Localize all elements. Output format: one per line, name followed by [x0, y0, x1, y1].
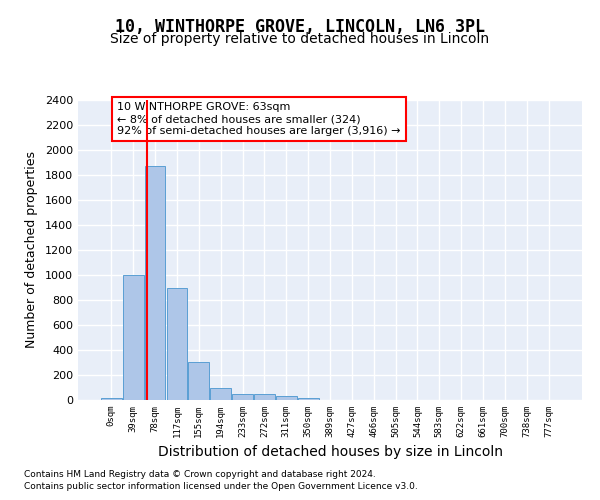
- Text: Contains public sector information licensed under the Open Government Licence v3: Contains public sector information licen…: [24, 482, 418, 491]
- Y-axis label: Number of detached properties: Number of detached properties: [25, 152, 38, 348]
- X-axis label: Distribution of detached houses by size in Lincoln: Distribution of detached houses by size …: [157, 446, 503, 460]
- Bar: [298, 398, 319, 400]
- Text: 10, WINTHORPE GROVE, LINCOLN, LN6 3PL: 10, WINTHORPE GROVE, LINCOLN, LN6 3PL: [115, 18, 485, 36]
- Text: Contains HM Land Registry data © Crown copyright and database right 2024.: Contains HM Land Registry data © Crown c…: [24, 470, 376, 479]
- Bar: [167, 288, 187, 400]
- Text: Size of property relative to detached houses in Lincoln: Size of property relative to detached ho…: [110, 32, 490, 46]
- Bar: [276, 396, 296, 400]
- Bar: [101, 398, 122, 400]
- Text: 10 WINTHORPE GROVE: 63sqm
← 8% of detached houses are smaller (324)
92% of semi-: 10 WINTHORPE GROVE: 63sqm ← 8% of detach…: [118, 102, 401, 136]
- Bar: [188, 362, 209, 400]
- Bar: [210, 388, 231, 400]
- Bar: [123, 275, 143, 400]
- Bar: [254, 394, 275, 400]
- Bar: [232, 394, 253, 400]
- Bar: [145, 166, 166, 400]
